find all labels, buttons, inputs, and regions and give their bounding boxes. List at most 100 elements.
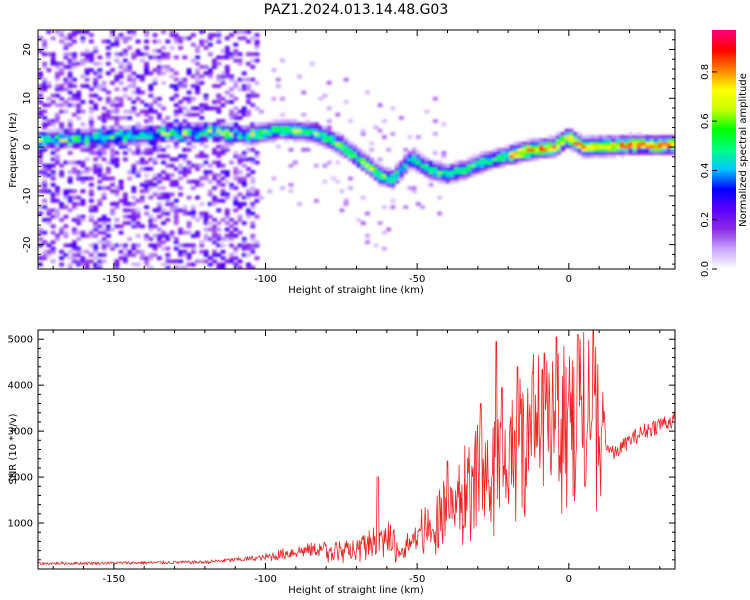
heatmap-cell	[207, 262, 213, 267]
heatmap-cell	[190, 58, 196, 63]
heatmap-cell	[127, 141, 133, 146]
heatmap-cell	[203, 71, 209, 76]
heatmap-cell	[144, 141, 150, 146]
heatmap-cell	[144, 52, 150, 57]
heatmap-cell	[148, 243, 154, 248]
heatmap-cell	[539, 138, 544, 143]
heatmap-cell	[220, 189, 226, 194]
heatmap-cell	[556, 141, 561, 146]
heatmap-cell	[377, 157, 383, 162]
heatmap-cell	[152, 218, 158, 222]
heatmap-cell	[207, 170, 213, 174]
heatmap-cell	[407, 160, 413, 165]
heatmap-cell	[182, 55, 188, 60]
spectrogram-xtick-label: 0	[566, 274, 572, 285]
heatmap-cell	[216, 119, 222, 124]
heatmap-cell	[513, 144, 519, 149]
heatmap-cell	[118, 74, 124, 79]
heatmap-cell	[38, 141, 43, 146]
heatmap-cell	[93, 151, 99, 155]
heatmap-cell	[250, 249, 256, 254]
heatmap-cell	[237, 116, 243, 120]
heatmap-cell	[131, 30, 137, 34]
heatmap-cell	[403, 157, 409, 162]
heatmap-cell	[190, 144, 196, 149]
heatmap-cell	[305, 138, 311, 143]
heatmap-cell	[84, 135, 90, 139]
heatmap-cell	[237, 58, 243, 63]
heatmap-cell	[216, 160, 222, 165]
heatmap-cell	[122, 36, 128, 41]
heatmap-cell	[71, 259, 77, 264]
heatmap-cell	[50, 52, 56, 57]
heatmap-cell	[131, 71, 137, 76]
heatmap-cell	[50, 55, 56, 60]
heatmap-cell	[415, 135, 421, 139]
heatmap-cell	[505, 147, 510, 152]
heatmap-cell	[594, 147, 600, 152]
heatmap-cell	[246, 135, 251, 139]
heatmap-cell	[80, 61, 86, 66]
heatmap-cell	[80, 100, 86, 104]
heatmap-cell	[169, 259, 175, 264]
colorbar: 0.00.20.40.60.8 Normalized spectral ampl…	[700, 30, 749, 277]
heatmap-cell	[254, 198, 260, 203]
heatmap-cell	[156, 39, 162, 44]
heatmap-cell	[297, 122, 302, 127]
heatmap-cell	[636, 147, 642, 152]
heatmap-cell	[615, 141, 621, 146]
heatmap-cell	[653, 147, 659, 152]
heatmap-cell	[288, 125, 294, 130]
heatmap-cell	[437, 179, 443, 184]
snr-ytick-label: 4000	[8, 381, 33, 392]
heatmap-cell	[173, 138, 179, 143]
heatmap-cell	[165, 131, 171, 136]
heatmap-cell	[71, 131, 77, 136]
heatmap-cell	[114, 265, 120, 269]
heatmap-cell	[173, 259, 179, 264]
heatmap-cell	[233, 128, 239, 133]
heatmap-cell	[182, 106, 188, 111]
heatmap-cell	[114, 77, 120, 82]
heatmap-cell	[598, 144, 604, 149]
heatmap-cell	[449, 170, 455, 174]
heatmap-cell	[118, 52, 124, 57]
heatmap-cell	[101, 84, 107, 88]
heatmap-cell	[46, 141, 52, 146]
heatmap-cell	[178, 131, 183, 136]
heatmap-cell	[280, 131, 285, 136]
heatmap-cell	[530, 141, 536, 146]
heatmap-cell	[360, 151, 366, 155]
heatmap-cell	[250, 265, 256, 269]
heatmap-cell	[156, 135, 162, 139]
heatmap-cell	[127, 96, 133, 101]
heatmap-cell	[356, 147, 362, 152]
heatmap-cell	[88, 138, 94, 143]
heatmap-cell	[420, 163, 426, 168]
heatmap-cell	[411, 157, 417, 162]
heatmap-cell	[254, 151, 260, 155]
heatmap-cell	[398, 160, 404, 165]
heatmap-cell	[59, 227, 65, 232]
heatmap-cell	[131, 90, 137, 95]
heatmap-cell	[169, 230, 175, 235]
heatmap-cell	[534, 144, 540, 149]
heatmap-cell	[152, 68, 158, 73]
heatmap-cell	[105, 141, 111, 146]
heatmap-cell	[152, 80, 158, 85]
heatmap-cell	[241, 246, 247, 251]
heatmap-cell	[42, 42, 48, 47]
heatmap-cell	[432, 119, 438, 124]
heatmap-cell	[105, 170, 111, 174]
heatmap-cell	[105, 39, 111, 44]
heatmap-cell	[152, 208, 158, 213]
heatmap-cell	[551, 135, 557, 139]
heatmap-cell	[178, 265, 183, 269]
heatmap-cell	[564, 135, 570, 139]
heatmap-cell	[314, 122, 319, 127]
heatmap-cell	[122, 52, 128, 57]
heatmap-cell	[114, 189, 120, 194]
heatmap-cell	[67, 151, 73, 155]
heatmap-cell	[229, 33, 234, 37]
